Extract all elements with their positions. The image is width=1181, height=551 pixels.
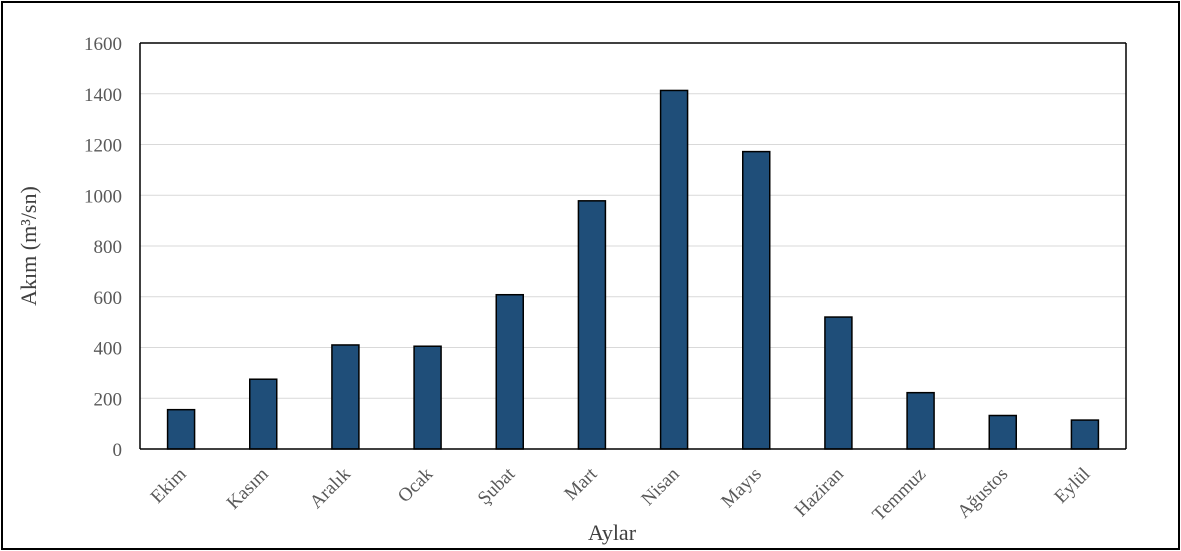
x-tick-label: Aralık [306,463,356,513]
x-tick-label: Eylül [1050,464,1094,508]
x-tick-label: Ocak [394,463,438,507]
x-tick-label: Haziran [791,463,849,521]
y-tick-label: 1400 [84,85,122,106]
y-tick-label: 1000 [84,186,122,207]
bar [332,345,359,449]
x-tick-label: Ağustos [953,464,1012,523]
x-tick-label: Kasım [223,464,273,514]
gridlines [140,43,1126,398]
x-tick-label: Mayıs [717,464,765,512]
bar [661,90,688,449]
bar [907,393,934,449]
bar [250,379,277,449]
x-tick-label: Mart [560,463,601,504]
x-tick-label: Nisan [637,463,684,510]
y-axis-title: Akım (m³/sn) [16,186,41,306]
y-tick-label: 200 [94,389,123,410]
y-tick-label: 1200 [84,136,122,157]
y-tick-label: 1600 [84,34,122,55]
y-tick-label: 400 [94,339,123,360]
bar [414,346,441,449]
x-axis-title: Aylar [588,520,637,545]
bar [989,416,1016,449]
x-tick-label: Şubat [474,463,520,509]
x-tick-labels: Ekim Kasım Aralık Ocak Şubat Mart Nisan Mayıs Ha… [147,463,1095,525]
y-tick-label: 600 [94,288,123,309]
y-tick-labels: 0 200 400 600 800 1000 1200 1400 1600 [84,34,122,461]
x-tick-label: Ekim [147,464,191,508]
bar [496,295,523,449]
x-tick-label: Temmuz [868,464,930,526]
bar [168,410,195,449]
y-tick-label: 800 [94,237,123,258]
bar [1071,420,1098,449]
bar [743,152,770,449]
bar [825,317,852,449]
bar [578,201,605,449]
y-tick-label: 0 [113,440,123,461]
